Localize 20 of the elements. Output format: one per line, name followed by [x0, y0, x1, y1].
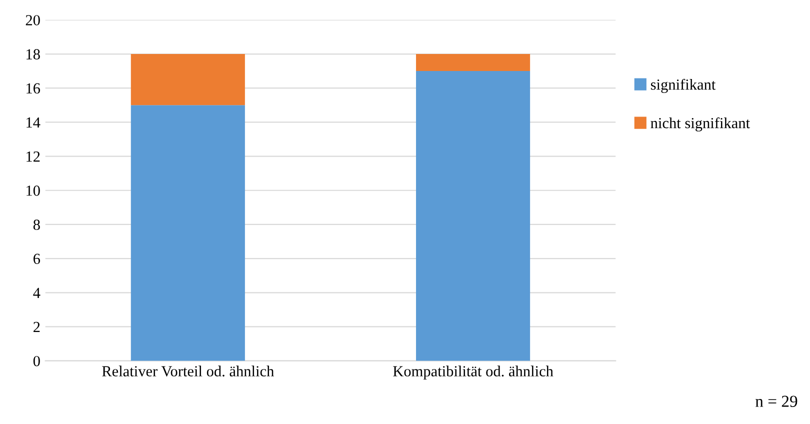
- y-tick-label: 10: [26, 186, 40, 196]
- legend-label: signifikant: [650, 78, 716, 93]
- y-tick-label: 20: [26, 15, 40, 26]
- legend-label: nicht signifikant: [650, 117, 750, 132]
- y-tick-label: 14: [26, 117, 40, 128]
- x-tick-label: Kompatibilität od. ähnlich: [393, 366, 554, 380]
- bar: [130, 54, 245, 106]
- y-tick-label: 2: [34, 322, 40, 332]
- bar: [416, 71, 530, 361]
- y-tick-label: 12: [26, 151, 40, 162]
- y-tick-label: 6: [34, 254, 40, 264]
- text: n = 29: [756, 396, 798, 407]
- y-tick-label: 16: [26, 83, 40, 94]
- y-tick-label: 0: [33, 356, 40, 366]
- x-tick-label: Relativer Vorteil od. ähnlich: [102, 366, 274, 377]
- bar: [416, 54, 530, 72]
- y-tick-label: 18: [26, 49, 40, 60]
- y-tick-label: 8: [33, 220, 40, 230]
- y-tick-label: 4: [33, 288, 40, 298]
- bar: [130, 105, 245, 361]
